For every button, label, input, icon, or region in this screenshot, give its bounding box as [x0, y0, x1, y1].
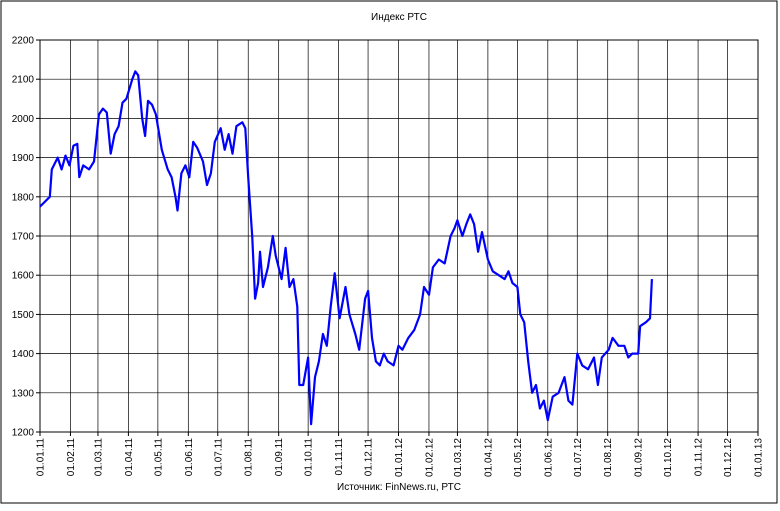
- x-tick-label: 01.02.12: [424, 438, 435, 477]
- x-tick-label: 01.10.12: [663, 438, 674, 477]
- x-tick-label: 01.01.12: [394, 438, 405, 477]
- x-tick-label: 01.04.12: [483, 438, 494, 477]
- x-tick-label: 01.03.12: [453, 438, 464, 477]
- series-line: [39, 70, 653, 426]
- x-tick-label: 01.04.11: [124, 438, 135, 477]
- x-tick-label: 01.07.11: [213, 438, 224, 477]
- y-tick-label: 1300: [12, 388, 35, 399]
- x-tick-label: 01.12.12: [723, 438, 734, 477]
- x-tick-label: 01.01.11: [36, 438, 47, 477]
- chart-title: Индекс РТС: [371, 12, 427, 23]
- x-tick-label: 01.10.11: [304, 438, 315, 477]
- x-tick-label: 01.07.12: [573, 438, 584, 477]
- source-label: Источник: FinNews.ru, РТС: [337, 482, 461, 493]
- x-tick-label: 01.08.12: [603, 438, 614, 477]
- x-tick-label: 01.01.13: [754, 438, 765, 477]
- x-tick-label: 01.11.12: [694, 438, 705, 477]
- x-tick-label: 01.09.11: [274, 438, 285, 477]
- y-tick-label: 1500: [12, 310, 35, 321]
- x-tick-label: 01.09.12: [634, 438, 645, 477]
- y-tick-label: 2000: [12, 114, 35, 125]
- y-tick-label: 1800: [12, 192, 35, 203]
- y-tick-label: 2200: [12, 36, 35, 47]
- x-tick-label: 01.03.11: [93, 438, 104, 477]
- y-tick-label: 1600: [12, 271, 35, 282]
- x-tick-label: 01.06.11: [184, 438, 195, 477]
- y-tick-label: 1400: [12, 349, 35, 360]
- x-tick-label: 01.02.11: [66, 438, 77, 477]
- x-tick-label: 01.05.12: [513, 438, 524, 477]
- x-tick-label: 01.12.11: [364, 438, 375, 477]
- x-tick-label: 01.06.12: [543, 438, 554, 477]
- y-tick-label: 1700: [12, 232, 35, 243]
- y-tick-label: 1900: [12, 153, 35, 164]
- x-tick-label: 01.08.11: [244, 438, 255, 477]
- x-tick-label: 01.05.11: [153, 438, 164, 477]
- y-tick-label: 1200: [12, 428, 35, 439]
- y-tick-label: 2100: [12, 75, 35, 86]
- x-tick-label: 01.11.11: [334, 438, 345, 476]
